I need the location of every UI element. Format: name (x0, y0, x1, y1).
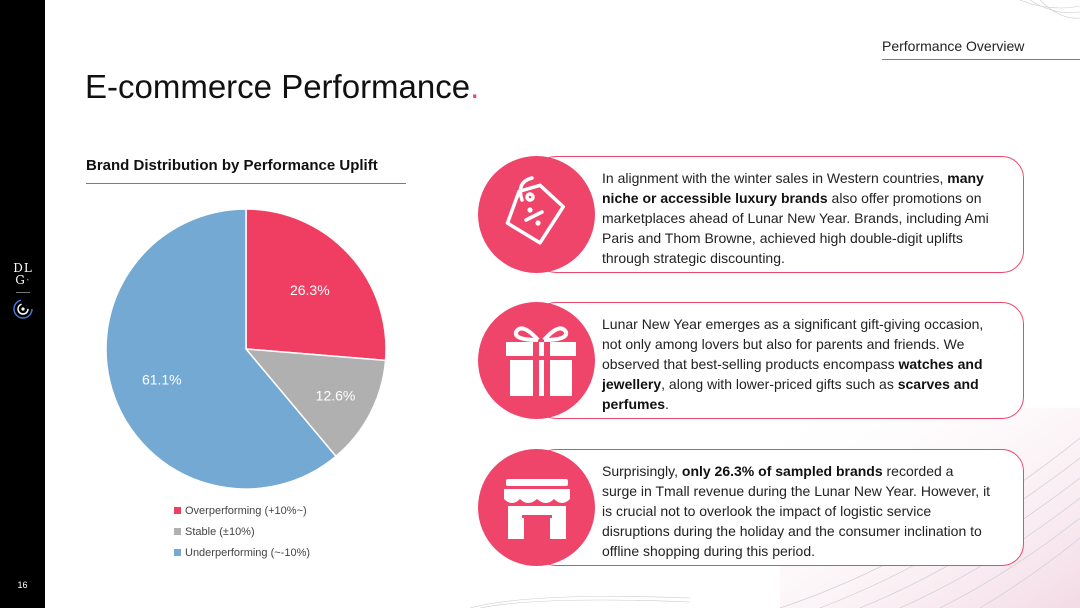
decorative-waves-bottom (470, 596, 690, 608)
highlight-text: scarves and perfumes (602, 376, 979, 412)
legend-label: Underperforming (~-10%) (185, 546, 311, 559)
left-sidebar (0, 0, 45, 608)
insight-card-discounting: In alignment with the winter sales in We… (478, 156, 1024, 273)
legend-swatch (174, 528, 181, 535)
highlight-text: watches and jewellery (602, 356, 983, 392)
legend-label: Stable (±10%) (185, 525, 255, 538)
section-tag: Performance Overview (882, 38, 1025, 54)
body-text: , along with lower-priced gifts such as (661, 376, 898, 392)
insight-card-border (534, 302, 1024, 419)
insight-text: Surprisingly, only 26.3% of sampled bran… (602, 461, 992, 561)
highlight-text: only 26.3% of sampled brands (681, 463, 883, 479)
chart-legend: Overperforming (+10%~) Stable (±10%) Under… (174, 500, 310, 563)
page-number: 16 (17, 580, 28, 590)
body-text: recorded a surge in Tmall revenue during… (602, 463, 991, 559)
chart-title: Brand Distribution by Performance Uplift (86, 157, 378, 174)
legend-label: Overperforming (+10%~) (185, 504, 307, 517)
insight-card-border (534, 449, 1024, 566)
storefront-icon (478, 449, 595, 566)
logo-mark-icon (13, 299, 33, 319)
gift-icon (478, 302, 595, 419)
legend-swatch (174, 549, 181, 556)
pie-slice-overperforming (245, 208, 387, 362)
decorative-waves-top (1019, 0, 1080, 19)
pie-slice-underperforming (105, 208, 337, 490)
dlg-logo: DL G· (8, 262, 38, 320)
insight-card-border (534, 156, 1024, 273)
pie-label-underperforming: 61.1% (142, 372, 182, 388)
section-tag-underline (882, 59, 1080, 60)
legend-swatch (174, 507, 181, 514)
pie-label-stable: 12.6% (316, 387, 356, 403)
insight-card-gifting: Lunar New Year emerges as a significant … (478, 302, 1024, 419)
body-text: Lunar New Year emerges as a significant … (602, 316, 984, 372)
pie-slice-stable (244, 348, 387, 458)
pie-label-overperforming: 26.3% (290, 282, 330, 298)
body-text: Surprisingly, (602, 463, 682, 479)
insight-text: Lunar New Year emerges as a significant … (602, 314, 992, 414)
highlight-text: many niche or accessible luxury brands (602, 170, 984, 206)
body-text: . (665, 396, 669, 412)
sale-tag-icon (478, 156, 595, 273)
page-title: E-commerce Performance. (85, 68, 480, 105)
body-text: In alignment with the winter sales in We… (602, 170, 948, 186)
legend-item-stable: Stable (±10%) (174, 521, 310, 542)
chart-title-underline (86, 183, 406, 184)
legend-item-overperforming: Overperforming (+10%~) (174, 500, 310, 521)
insight-card-tmall: Surprisingly, only 26.3% of sampled bran… (478, 449, 1024, 566)
legend-item-underperforming: Underperforming (~-10%) (174, 542, 310, 563)
body-text: also offer promotions on marketplaces ah… (602, 190, 989, 266)
insight-text: In alignment with the winter sales in We… (602, 168, 992, 268)
